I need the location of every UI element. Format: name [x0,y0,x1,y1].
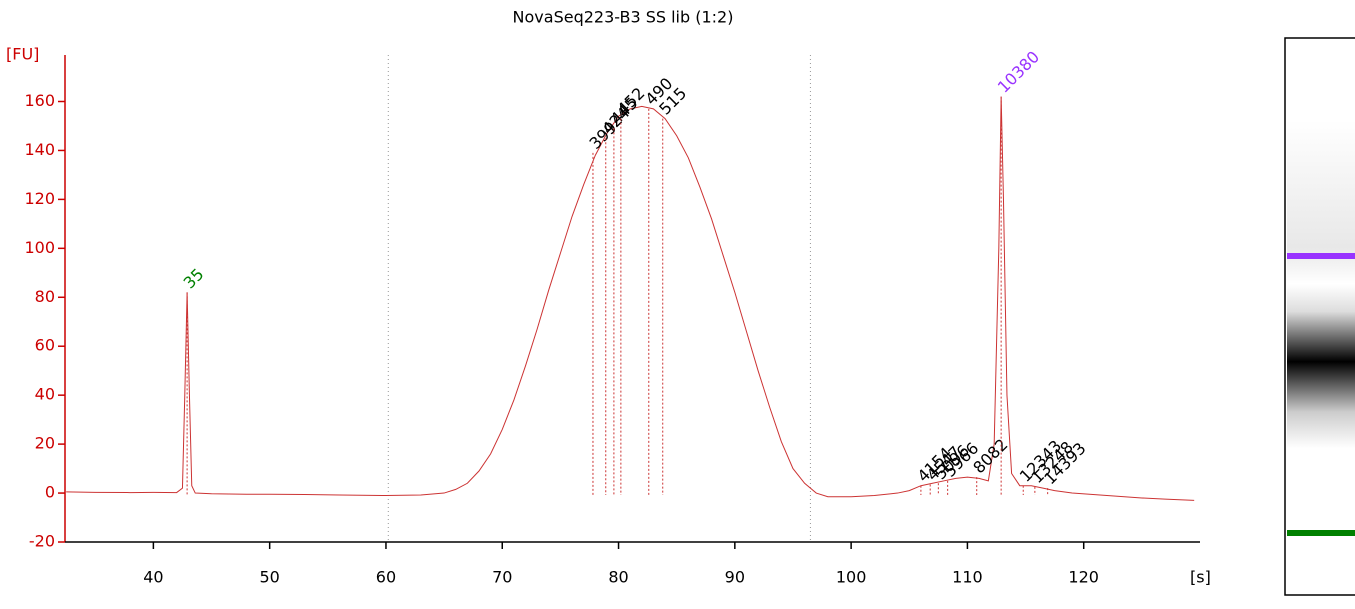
y-tick-label: 40 [35,385,55,404]
x-tick-label: 80 [608,568,628,587]
x-tick-label: 90 [725,568,745,587]
x-tick-label: 120 [1068,568,1099,587]
y-tick-label: 120 [24,189,55,208]
y-tick-label: 20 [35,434,55,453]
y-tick-label: 140 [24,140,55,159]
y-tick-label: 80 [35,287,55,306]
y-tick-label: 60 [35,336,55,355]
y-tick-label: -20 [29,532,55,551]
x-axis-label: [s] [1190,568,1211,587]
x-tick-label: 50 [259,568,279,587]
y-tick-label: 100 [24,238,55,257]
trace [66,96,1195,501]
y-axis-label: [FU] [6,45,39,64]
x-tick-label: 70 [492,568,512,587]
chart-title: NovaSeq223-B3 SS lib (1:2) [513,8,734,27]
peak-label: 10380 [994,47,1043,96]
peak-label: 35 [180,265,208,293]
y-tick-label: 0 [45,483,55,502]
y-tick-label: 160 [24,91,55,110]
gel-upper-marker [1287,253,1355,259]
x-tick-label: 60 [376,568,396,587]
gel-lane [1284,37,1355,596]
x-tick-label: 40 [143,568,163,587]
gel-lower-marker [1287,530,1355,536]
x-tick-label: 110 [952,568,983,587]
gel-smear [1287,120,1355,576]
x-tick-label: 100 [836,568,867,587]
